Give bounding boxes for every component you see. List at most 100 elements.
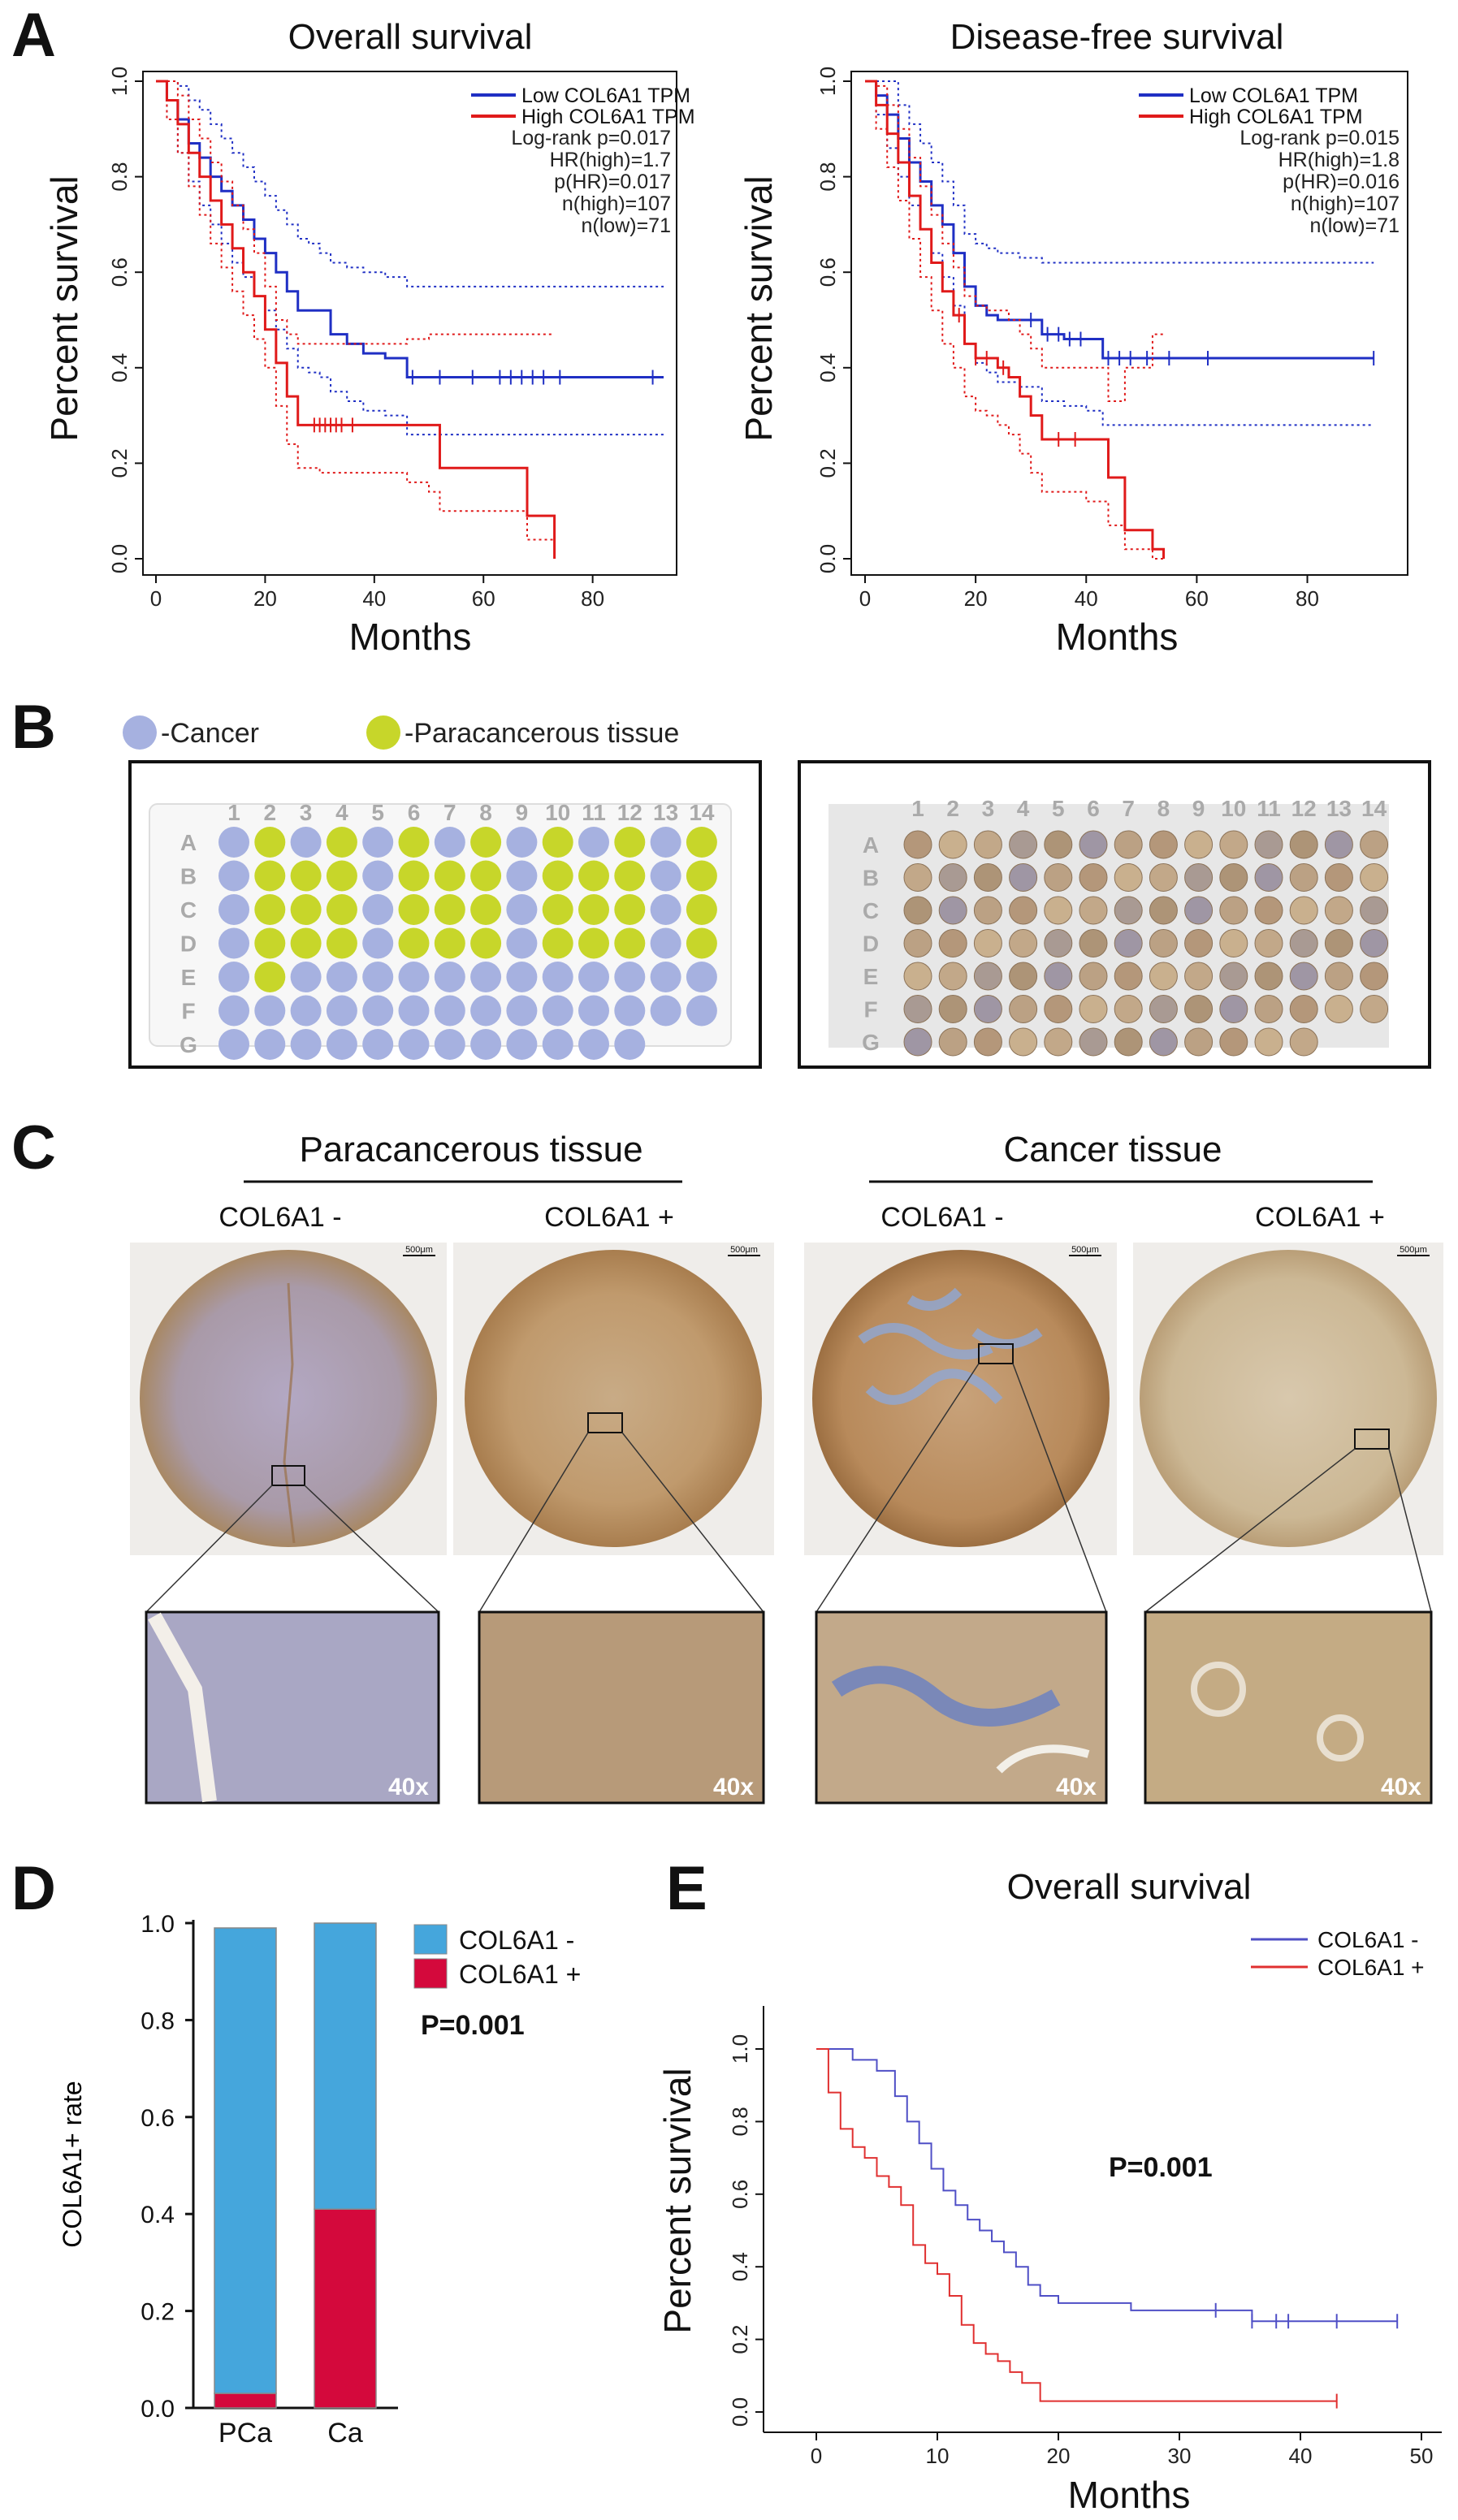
tma-dot-cancer (218, 860, 249, 892)
tma-photo-row-label: D (863, 931, 879, 957)
tma-photo-core (1149, 995, 1178, 1023)
rate-chart: 0.0 0.2 0.4 0.6 0.8 1.0 PCa Ca COL6A1+ rate COL… (58, 1911, 581, 2449)
tma-photo-col-label: 14 (1361, 796, 1387, 821)
tma-photo-col-label: 13 (1326, 796, 1352, 821)
ihc-label-ca-pos: COL6A1 + (1255, 1202, 1385, 1233)
tma-photo-core (1289, 863, 1318, 892)
tma-photo-col-label: 9 (1192, 796, 1205, 821)
tma-col-label: 2 (264, 800, 277, 825)
rate-y-tick-label: 0.6 (141, 2105, 175, 2132)
tma-photo-col-label: 6 (1087, 796, 1100, 821)
dfs-x-tick-label: 60 (1185, 586, 1209, 611)
os-x-tick-label: 0 (150, 586, 162, 611)
tma-dot-cancer (506, 995, 538, 1027)
tma-legend: -Cancer -Paracancerous tissue (123, 715, 679, 750)
tma-photo-core (1219, 896, 1248, 925)
tma-dot-paracancerous (686, 860, 717, 892)
tma-dot-cancer (650, 995, 681, 1027)
tma-dot-cancer (218, 894, 249, 925)
os-stat-hr: HR(high)=1.7 (550, 149, 671, 171)
tma-photo-core (1149, 962, 1178, 991)
tma-photo-core (1114, 962, 1143, 991)
tma-col-label: 12 (617, 800, 642, 825)
os2-x-tick-label: 0 (811, 2444, 822, 2468)
ihc-core-para-neg: 500μm (130, 1243, 447, 1613)
os2-plot-area: 0 10 20 30 40 50 0.0 0.2 0.4 0.6 0.8 1.0 (728, 2006, 1442, 2468)
tma-dot-cancer (362, 827, 394, 858)
legend-label-neg: COL6A1 - (459, 1926, 574, 1955)
tma-photo-core (1289, 896, 1318, 925)
tma-dot-paracancerous (578, 927, 609, 959)
tma-dot-paracancerous (398, 894, 430, 925)
tma-dot-paracancerous (614, 827, 646, 858)
os-legend: Low COL6A1 TPM High COL6A1 TPM (471, 84, 695, 128)
tma-dot-paracancerous (470, 827, 502, 858)
tma-photo-core (1149, 1027, 1178, 1057)
os-y-tick-label: 0.6 (107, 257, 132, 287)
legend-label-pos: COL6A1 + (459, 1960, 581, 1989)
group-title-cancer: Cancer tissue (1003, 1130, 1222, 1169)
tma-photo-core (1009, 830, 1038, 859)
tma-col-label: 9 (516, 800, 529, 825)
dfs-y-axis-label: Percent survival (738, 175, 780, 441)
ihc-core-para-pos: 500μm (453, 1243, 774, 1613)
tma-photo-col-label: 4 (1017, 796, 1030, 821)
os-plot-area: 0 20 40 60 80 0.0 0.2 0.4 0.6 0.8 1.0 (107, 67, 677, 611)
tma-photo-core (1079, 995, 1108, 1023)
tma-dot-paracancerous (434, 894, 465, 925)
dfs-legend: Low COL6A1 TPM High COL6A1 TPM (1139, 84, 1363, 128)
dfs-frame (850, 71, 1408, 576)
os-stat-logrank: Log-rank p=0.017 (511, 127, 671, 149)
tma-dot-cancer (290, 827, 322, 858)
tma-photo-frame (798, 760, 1431, 1069)
dfs-stat-nhigh: n(high)=107 (1291, 192, 1400, 215)
zoom-label-1: 40x (388, 1774, 429, 1800)
os2-x-tick-label: 30 (1168, 2444, 1192, 2468)
tma-photo-core (1149, 896, 1178, 925)
panel-letter-b: B (11, 693, 56, 762)
tma-photo-core (1219, 995, 1248, 1023)
tma-photo-core (1184, 929, 1214, 957)
tma-photo-core (938, 1027, 967, 1057)
dfs-x-tick-label: 20 (964, 586, 988, 611)
tma-dot-cancer (434, 827, 465, 858)
tma-col-label: 13 (653, 800, 678, 825)
os-series-0-line (156, 80, 664, 379)
tma-photo-row-label: C (863, 898, 879, 923)
tma-row-label: B (180, 864, 197, 889)
tma-dot-cancer (542, 1029, 573, 1060)
tma-photo-row-label: E (863, 964, 879, 989)
tma-dot-paracancerous (542, 927, 573, 959)
tma-photo-core (1324, 995, 1353, 1023)
os2-y-axis-label: Percent survival (656, 2068, 699, 2333)
rate-y-tick-label: 0.0 (141, 2396, 175, 2423)
tma-photo-core (938, 830, 967, 859)
cancer-legend-label: -Cancer (161, 718, 259, 749)
tma-photo-core (1184, 962, 1214, 991)
tma-dot-paracancerous (686, 827, 717, 858)
ihc-label-para-pos: COL6A1 + (544, 1202, 674, 1233)
tma-photo-core (1009, 863, 1038, 892)
panel-letter-a: A (11, 1, 56, 70)
tma-photo-core (973, 929, 1002, 957)
tma-dot-cancer (506, 962, 538, 992)
ihc-zoom-para-pos: 40x (478, 1610, 765, 1805)
legend-swatch-pos (413, 1958, 448, 1989)
tma-row-label: F (181, 999, 195, 1024)
rate-y-tick-label: 1.0 (141, 1911, 175, 1938)
tma-dot-cancer (578, 827, 609, 858)
os-chart: Overall survival 0 20 40 60 80 0.0 0.2 0.4 0.6 0.… (43, 17, 695, 658)
tma-dot-paracancerous (578, 894, 609, 925)
tma-photo-core (1324, 962, 1353, 991)
tma-dot-paracancerous (326, 860, 357, 892)
tma-dot-paracancerous (686, 927, 717, 959)
tma-dot-cancer (434, 962, 465, 992)
tma-dot-paracancerous (542, 894, 573, 925)
tma-dot-paracancerous (614, 894, 646, 925)
tma-photo-col-label: 1 (911, 796, 924, 821)
tma-photo-core (1184, 863, 1214, 892)
ihc-label-para-neg: COL6A1 - (218, 1202, 341, 1233)
dfs-legend-high: High COL6A1 TPM (1189, 106, 1363, 128)
tma-photo-core (1254, 863, 1283, 892)
